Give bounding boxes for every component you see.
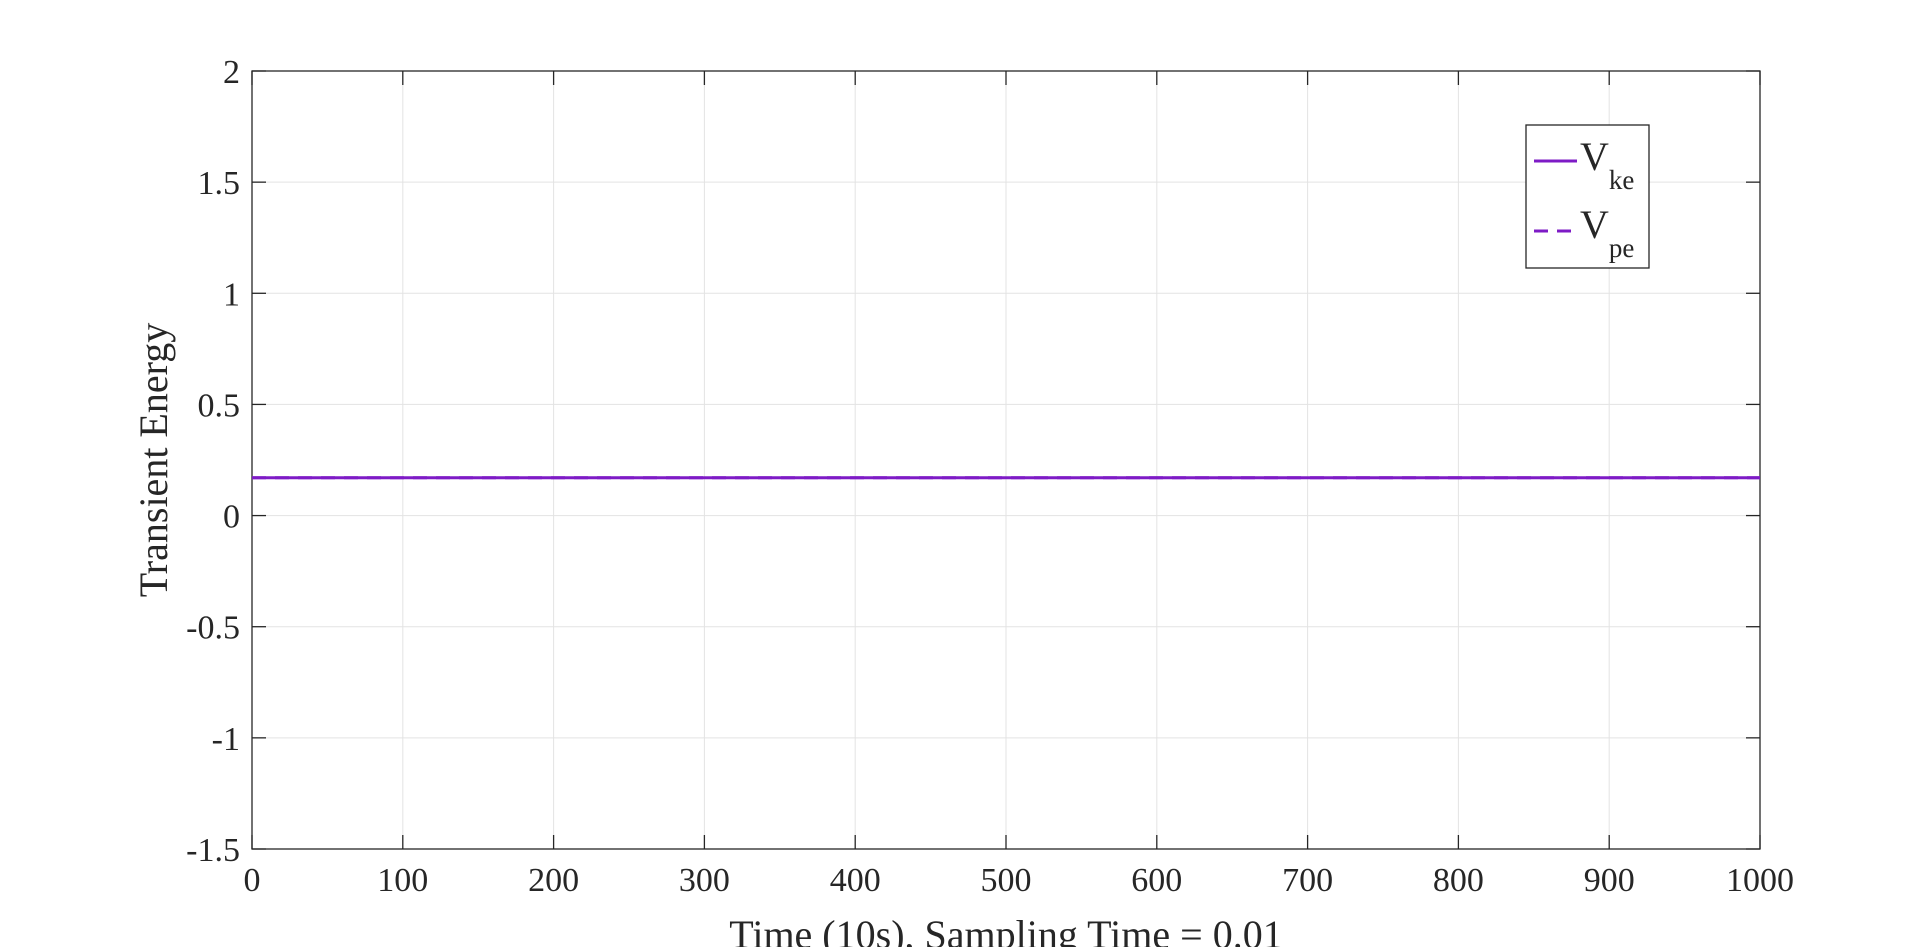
legend-entry-v-pe: Vpe bbox=[1580, 202, 1634, 263]
legend-entry-v-ke-main: V bbox=[1580, 134, 1609, 179]
legend-entry-v-pe-sub: pe bbox=[1609, 233, 1635, 263]
y-tick-label: 1 bbox=[223, 276, 240, 313]
legend: Vke Vpe bbox=[1525, 124, 1650, 269]
axis-ticks bbox=[251, 70, 1761, 850]
legend-entry-v-ke-sub: ke bbox=[1609, 165, 1635, 195]
y-tick-label: 2 bbox=[223, 54, 240, 91]
x-tick-label: 500 bbox=[981, 862, 1032, 899]
y-tick-label: 1.5 bbox=[198, 165, 241, 202]
y-tick-label: 0.5 bbox=[198, 387, 241, 424]
y-tick-label: -1.5 bbox=[186, 832, 240, 869]
x-tick-labels: 0 100 200 300 400 500 600 700 800 900 1000 bbox=[244, 862, 1795, 899]
y-tick-labels: -1.5 -1 -0.5 0 0.5 1 1.5 2 bbox=[186, 54, 240, 869]
legend-box bbox=[1525, 124, 1650, 269]
legend-entry-v-ke: Vke bbox=[1580, 134, 1634, 195]
x-tick-label: 0 bbox=[244, 862, 261, 899]
x-tick-label: 700 bbox=[1282, 862, 1333, 899]
x-axis-label: Time (10s), Sampling Time = 0.01 bbox=[729, 912, 1282, 947]
x-tick-label: 300 bbox=[679, 862, 730, 899]
y-axis-label: Transient Energy bbox=[131, 323, 176, 597]
x-tick-label: 1000 bbox=[1726, 862, 1794, 899]
y-tick-label: -1 bbox=[212, 721, 240, 758]
x-tick-label: 800 bbox=[1433, 862, 1484, 899]
x-tick-label: 100 bbox=[377, 862, 428, 899]
x-tick-label: 400 bbox=[830, 862, 881, 899]
legend-entry-v-pe-main: V bbox=[1580, 202, 1609, 247]
y-tick-label: -0.5 bbox=[186, 610, 240, 647]
x-tick-label: 600 bbox=[1131, 862, 1182, 899]
y-tick-label: 0 bbox=[223, 499, 240, 536]
x-tick-label: 200 bbox=[528, 862, 579, 899]
x-tick-label: 900 bbox=[1584, 862, 1635, 899]
